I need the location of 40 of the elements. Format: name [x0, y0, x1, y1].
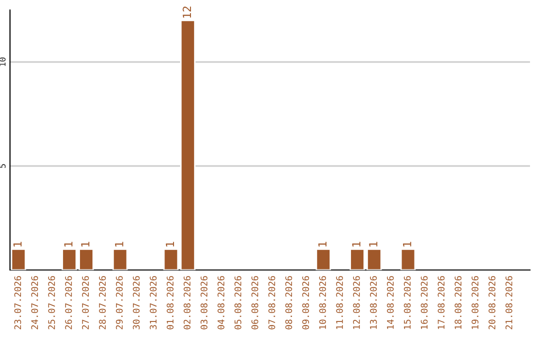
- data-label: 1: [318, 242, 326, 246]
- x-tick-label: 21.08.2026: [505, 276, 512, 330]
- x-tick-label: 11.08.2026: [336, 276, 343, 329]
- x-tick-label: 05.08.2026: [234, 276, 242, 330]
- x-tick-label: 31.07.2026: [150, 276, 157, 330]
- data-label: 1: [64, 242, 72, 246]
- x-tick-label: 08.08.2026: [285, 276, 292, 330]
- x-tick-label: 13.08.2026: [370, 276, 377, 329]
- x-tick-label: 01.08.2026: [166, 276, 174, 330]
- x-tick-label: 26.07.2026: [65, 276, 72, 330]
- x-tick-label: 16.08.2026: [420, 276, 428, 329]
- data-label: 1: [81, 242, 90, 246]
- data-label: 1: [115, 242, 124, 246]
- x-tick-label: 14.08.2026: [386, 276, 394, 329]
- x-tick-label: 23.07.2026: [14, 276, 22, 330]
- x-tick-label: 17.08.2026: [438, 276, 445, 329]
- x-tick-label: 02.08.2026: [184, 276, 190, 330]
- data-label: 1: [403, 242, 412, 246]
- data-label: 1: [166, 242, 174, 246]
- x-tick-label: 18.08.2026: [454, 276, 462, 329]
- x-tick-label: 30.07.2026: [132, 276, 140, 330]
- x-tick-label: 15.08.2026: [404, 276, 411, 329]
- data-label: 12: [182, 6, 191, 18]
- x-tick-label: 07.08.2026: [268, 276, 276, 330]
- x-tick-label: 20.08.2026: [488, 276, 496, 330]
- x-tick-label: 27.07.2026: [82, 276, 89, 330]
- data-label: 1: [369, 242, 378, 246]
- x-tick-label: 19.08.2026: [472, 276, 478, 329]
- data-label: 1: [13, 242, 22, 246]
- x-tick-label: 09.08.2026: [302, 276, 310, 330]
- x-tick-label: 12.08.2026: [353, 276, 360, 329]
- x-tick-label: 03.08.2026: [200, 276, 208, 330]
- x-tick-label: 24.07.2026: [31, 276, 38, 330]
- x-tick-label: 04.08.2026: [218, 276, 224, 330]
- x-tick-label: 29.07.2026: [116, 276, 123, 330]
- x-tick-label: 28.07.2026: [98, 276, 106, 330]
- x-tick-label: 06.08.2026: [251, 276, 258, 330]
- x-tick-label: 10.08.2026: [319, 276, 326, 329]
- x-tick-label: 25.07.2026: [48, 276, 55, 330]
- data-label: 1: [352, 242, 360, 246]
